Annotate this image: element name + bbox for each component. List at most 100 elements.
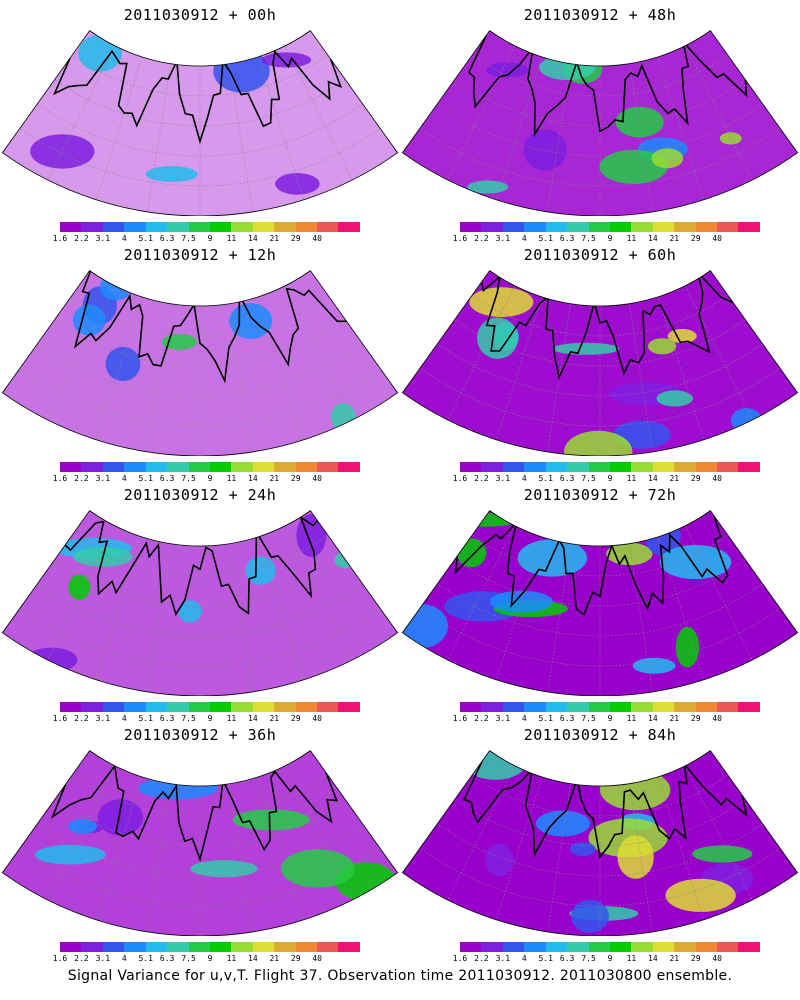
variance-contour — [456, 538, 487, 568]
colorbar-tick-label: 11 — [226, 714, 237, 723]
variance-contour — [138, 777, 218, 800]
latitude-line — [471, 294, 729, 337]
colorbar-tick-label: 6.3 — [559, 714, 575, 723]
coastline — [64, 515, 319, 617]
colorbar-ticks: 1.6 2.2 3.1 4 5.1 6.3 7.5 9 11 14 21 29 40 — [448, 474, 772, 484]
colorbar-swatch — [252, 222, 275, 232]
polar-map — [401, 750, 799, 936]
polar-map — [1, 510, 399, 696]
longitude-line — [447, 45, 516, 181]
colorbar-swatch — [81, 702, 103, 712]
map-boundary — [401, 750, 799, 936]
colorbar-swatch — [231, 702, 253, 712]
variance-contour — [599, 149, 668, 184]
colorbar-tick-label: 7.5 — [581, 714, 596, 723]
variance-contour — [600, 769, 671, 811]
colorbar-tick-label: 9 — [607, 954, 613, 963]
map-boundary — [1, 750, 399, 936]
map-panel: 2011030912 + 60h 1.6 2.2 3.1 4 5.1 6.3 7.5 9 11 14… — [400, 240, 800, 483]
colorbar-swatch — [695, 222, 718, 232]
variance-contour — [517, 539, 588, 577]
colorbar-swatch — [674, 702, 696, 712]
colorbar-tick-label: 40 — [712, 474, 722, 483]
colorbar-tick-label: 4 — [121, 954, 127, 963]
colorbar-swatch — [209, 462, 232, 472]
colorbar-tick-label: 21 — [269, 714, 280, 723]
latitude-line — [19, 128, 381, 187]
colorbar — [460, 702, 760, 714]
colorbar-tick-label: 6.3 — [159, 954, 175, 963]
colorbar-swatch — [209, 702, 232, 712]
colorbar-swatch — [274, 462, 296, 472]
colorbar-swatch — [609, 942, 632, 952]
colorbar-tick-label: 29 — [290, 714, 301, 723]
panel-title: 2011030912 + 24h — [123, 486, 277, 504]
colorbar-tick-label: 5.1 — [138, 474, 153, 483]
latitude-line — [19, 368, 381, 427]
colorbar-swatch — [609, 222, 632, 232]
variance-contour — [730, 408, 762, 433]
colorbar-swatch — [481, 222, 503, 232]
colorbar-swatch — [188, 222, 210, 232]
variance-contour — [296, 514, 327, 557]
colorbar-swatch — [188, 942, 210, 952]
colorbar-ticks: 1.6 2.2 3.1 4 5.1 6.3 7.5 9 11 14 21 29 40 — [448, 234, 772, 244]
colorbar-swatch — [674, 942, 696, 952]
colorbar-tick-label: 21 — [269, 474, 280, 483]
colorbar-swatch — [460, 222, 482, 232]
colorbar-tick-label: 40 — [312, 234, 322, 243]
latitude-line — [471, 54, 729, 97]
colorbar-tick-label: 7.5 — [181, 234, 196, 243]
colorbar-swatch — [167, 462, 189, 472]
colorbar-ticks: 1.6 2.2 3.1 4 5.1 6.3 7.5 9 11 14 21 29 40 — [48, 234, 372, 244]
colorbar-swatch — [338, 942, 360, 952]
colorbar-swatch — [545, 942, 568, 952]
variance-contour — [30, 134, 95, 169]
colorbar-swatch — [124, 462, 146, 472]
latitude-line — [419, 368, 781, 427]
colorbar-tick-label: 11 — [226, 474, 237, 483]
colorbar-tick-label: 21 — [669, 474, 680, 483]
colorbar-tick-label: 7.5 — [581, 954, 596, 963]
colorbar-tick-label: 5.1 — [138, 714, 153, 723]
colorbar-swatch — [338, 462, 360, 472]
colorbar-tick-label: 4 — [521, 714, 527, 723]
colorbar-swatch — [167, 702, 189, 712]
colorbar-tick-label: 21 — [669, 234, 680, 243]
colorbar-swatch — [124, 942, 146, 952]
variance-contour — [68, 818, 98, 834]
map-boundary — [1, 270, 399, 456]
variance-contour — [617, 835, 654, 879]
longitude-line — [547, 303, 571, 452]
colorbar-swatch — [317, 222, 339, 232]
longitude-line — [229, 303, 253, 452]
map-panel: 2011030912 + 00h 1.6 2.2 3.1 4 5.1 6.3 7.5 9 11 14… — [0, 0, 400, 243]
colorbar-swatch — [60, 462, 82, 472]
longitude-line — [257, 296, 305, 440]
colorbar-tick-label: 4 — [121, 474, 127, 483]
colorbar-swatch — [524, 462, 546, 472]
colorbar-swatch — [274, 702, 296, 712]
colorbar-swatch — [481, 942, 503, 952]
colorbar-tick-label: 14 — [648, 474, 658, 483]
panel-title: 2011030912 + 60h — [523, 246, 677, 264]
latitude-line — [37, 343, 363, 397]
colorbar-tick-label: 40 — [312, 954, 322, 963]
colorbar-tick-label: 4 — [121, 234, 127, 243]
colorbar-tick-label: 2.2 — [474, 474, 489, 483]
polar-map — [1, 30, 399, 216]
colorbar-swatch — [524, 942, 546, 952]
colorbar-swatch — [252, 702, 275, 712]
colorbar-swatch — [738, 462, 760, 472]
colorbar-swatch — [524, 702, 546, 712]
colorbar-tick-label: 3.1 — [495, 954, 511, 963]
colorbar-swatch — [674, 222, 696, 232]
colorbar-tick-label: 6.3 — [559, 954, 575, 963]
colorbar-tick-label: 1.6 — [452, 474, 468, 483]
colorbar-swatch — [588, 222, 610, 232]
variance-contour — [467, 180, 509, 194]
colorbar-tick-label: 7.5 — [181, 474, 196, 483]
colorbar-tick-label: 21 — [669, 954, 680, 963]
colorbar-swatch — [209, 222, 232, 232]
polar-map — [401, 30, 799, 216]
